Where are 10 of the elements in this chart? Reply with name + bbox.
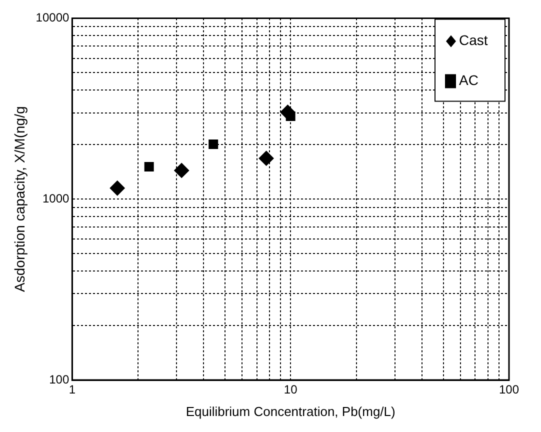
legend-label: Cast xyxy=(459,32,488,48)
y-tick-label: 1000 xyxy=(42,191,70,206)
legend-label: AC xyxy=(459,72,478,88)
y-tick-label: 10000 xyxy=(36,10,70,25)
x-tick-label: 1 xyxy=(68,382,76,397)
x-tick-label: 100 xyxy=(498,382,520,397)
y-axis-title: Asdorption capacity, X/M(ng/g xyxy=(11,106,28,292)
x-tick-label: 10 xyxy=(284,382,298,397)
x-axis-title: Equilibrium Concentration, Pb(mg/L) xyxy=(186,404,396,419)
y-tick-label: 100 xyxy=(49,372,70,386)
